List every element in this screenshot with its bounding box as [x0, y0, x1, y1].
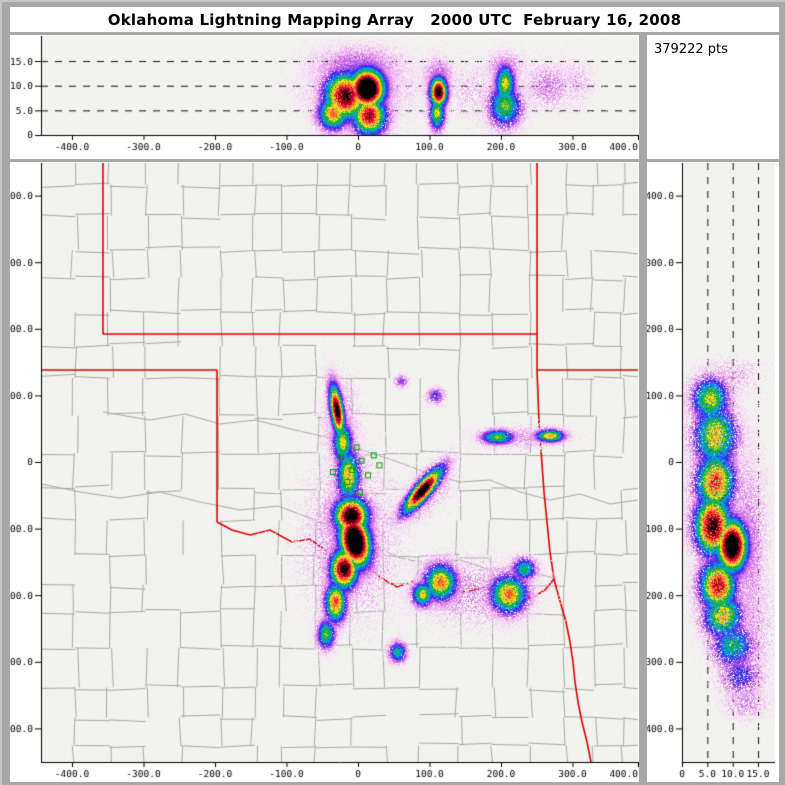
- ns-altitude-plot[interactable]: [647, 162, 779, 782]
- ew-altitude-plot[interactable]: [10, 35, 639, 159]
- panel-ns-altitude: [647, 162, 779, 782]
- window-title: Oklahoma Lightning Mapping Array 2000 UT…: [107, 10, 682, 29]
- title-bar: Oklahoma Lightning Mapping Array 2000 UT…: [10, 7, 779, 32]
- panel-point-count: 379222 pts: [647, 35, 779, 159]
- point-count-label: 379222 pts: [654, 42, 728, 57]
- plan-view-map-plot[interactable]: [10, 162, 639, 782]
- panel-ew-altitude: [10, 35, 639, 159]
- panel-plan-view-map: [10, 162, 639, 782]
